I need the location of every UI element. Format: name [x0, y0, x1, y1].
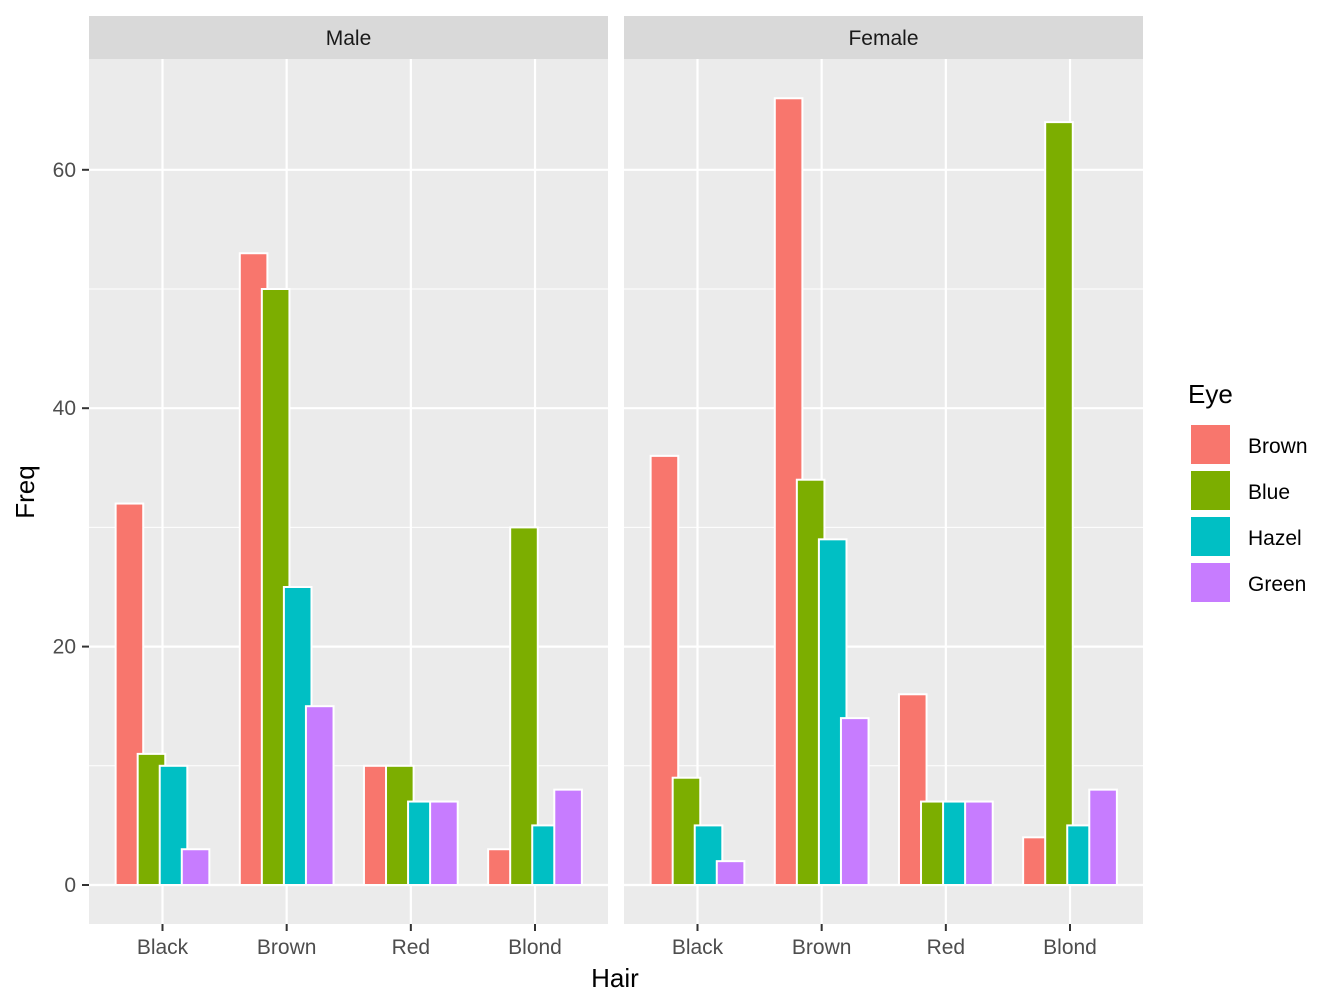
y-axis-title: Freq [10, 465, 40, 518]
legend-key-brown [1189, 423, 1232, 466]
x-axis: Black Brown Red Blond [672, 924, 1097, 959]
y-tick-label: 0 [64, 874, 76, 897]
legend-label: Brown [1248, 435, 1308, 458]
legend-label: Hazel [1248, 527, 1302, 550]
facet-strip-label: Female [848, 27, 918, 50]
bar-female-brown-green [839, 717, 870, 886]
legend-key-green [1189, 561, 1232, 604]
x-tick-label: Blond [508, 936, 562, 959]
x-tick-label: Red [927, 936, 966, 959]
bar-female-red-green [964, 800, 994, 886]
y-tick-label: 40 [53, 397, 76, 420]
facet-panel-male: Male Black Brown Red Blond [89, 16, 608, 959]
facet-strip [624, 16, 1143, 59]
bar-male-red-green [429, 800, 459, 886]
bar-female-blond-blue [1044, 121, 1074, 887]
x-axis-title: Hair [591, 963, 639, 993]
bars [114, 252, 583, 887]
x-tick-label: Black [672, 936, 724, 959]
bars [649, 97, 1118, 887]
legend-label: Green [1248, 573, 1306, 596]
y-axis: 0 20 40 60 [53, 159, 89, 897]
bar-male-blond-green [553, 788, 583, 887]
legend-key-blue [1189, 469, 1232, 512]
bar-female-black-green [715, 860, 746, 886]
y-tick-label: 60 [53, 159, 76, 182]
legend: Eye Brown Blue Hazel Green [1188, 379, 1308, 604]
x-tick-label: Blond [1043, 936, 1097, 959]
facet-panel-female: Female Black Brown Red Blond [624, 16, 1143, 959]
x-tick-label: Black [137, 936, 189, 959]
bar-male-black-green [180, 848, 211, 886]
facet-strip-label: Male [326, 27, 372, 50]
facet-strip [89, 16, 608, 59]
legend-key-hazel [1189, 515, 1232, 558]
legend-label: Blue [1248, 481, 1290, 504]
x-tick-label: Brown [792, 936, 852, 959]
x-tick-label: Brown [257, 936, 317, 959]
bar-male-brown-green [304, 705, 335, 887]
y-tick-label: 20 [53, 636, 76, 659]
facet-panels: Male Black Brown Red Blond Female Black Brown Re… [89, 16, 1143, 959]
x-tick-label: Red [392, 936, 431, 959]
bar-female-blond-green [1088, 788, 1118, 887]
legend-title: Eye [1188, 379, 1233, 409]
x-axis: Black Brown Red Blond [137, 924, 562, 959]
